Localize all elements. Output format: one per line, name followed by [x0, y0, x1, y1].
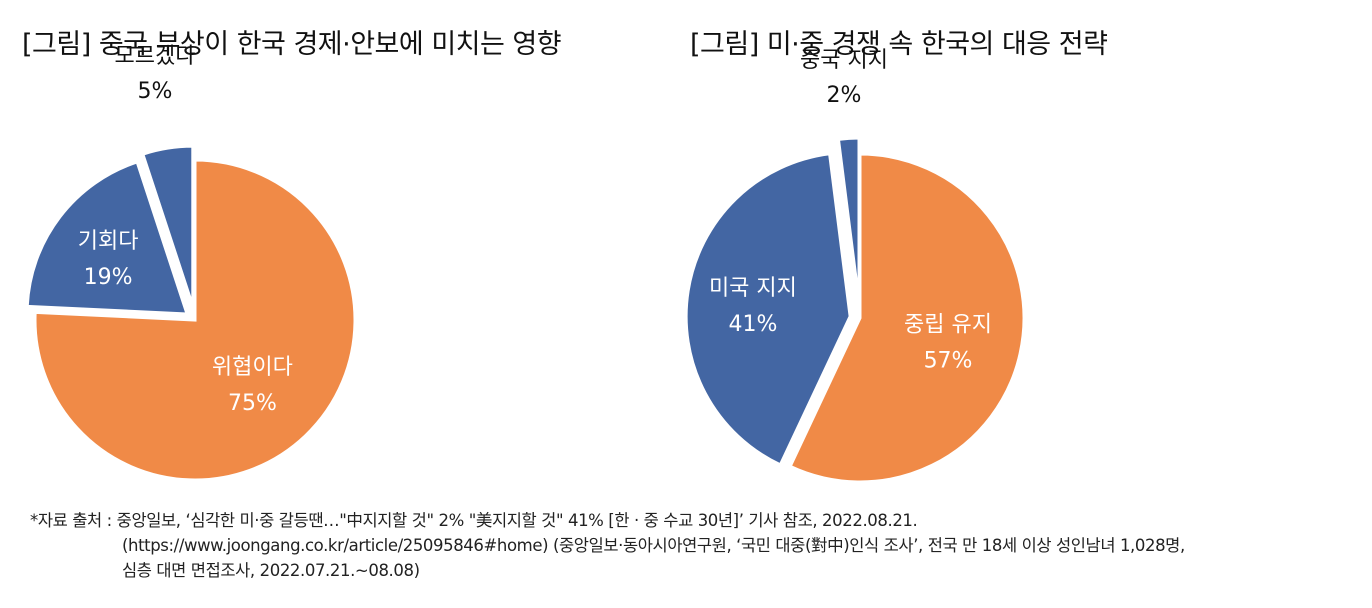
source-note: *자료 출처 : 중앙일보, ‘심각한 미·중 갈등땐…"中지지할 것" 2% … — [30, 508, 1185, 583]
pie1-slice-1-label: 위협이다 — [212, 355, 293, 380]
pie1-slice-2 — [25, 160, 190, 316]
pie1-slice-3-label: 모르겠다 — [115, 44, 196, 69]
pie2-slice-2-label: 미국 지지 — [709, 276, 797, 301]
pie1-slice-1 — [33, 158, 357, 482]
pie2-slice-3-value: 2% — [827, 83, 862, 108]
chart-title-response-strategy: [그림] 미·중 경쟁 속 한국의 대응 전략 — [690, 29, 1108, 60]
source-line-2: (https://www.joongang.co.kr/article/2509… — [122, 536, 1185, 555]
pie2-slice-1 — [788, 152, 1026, 484]
pie1-slice-2-value: 19% — [84, 265, 133, 290]
pie1-slice-3-value: 5% — [138, 79, 173, 104]
pie2-slice-1-value: 57% — [924, 349, 973, 374]
pie2-slice-3 — [836, 136, 861, 303]
pie2-slice-2 — [684, 152, 852, 467]
pie2-slice-1-label: 중립 유지 — [904, 313, 992, 338]
pie2-slice-2-value: 41% — [728, 312, 777, 337]
pie2-slice-3-label: 중국 지지 — [800, 48, 888, 73]
source-line-1: *자료 출처 : 중앙일보, ‘심각한 미·중 갈등땐…"中지지할 것" 2% … — [30, 511, 918, 530]
pie1-slice-2-label: 기회다 — [78, 229, 139, 254]
pie1-slice-1-value: 75% — [228, 391, 277, 416]
pie-charts: 위협이다 75% 기회다 19% 모르겠다 5% 중립 유지 57% 미국 지지 41% 중국 지지… — [25, 44, 1026, 484]
source-line-3: 심층 대면 면접조사, 2022.07.21.~08.08) — [122, 561, 420, 580]
chart-title-china-rise: [그림] 중국 부상이 한국 경제·안보에 미치는 영향 — [22, 29, 562, 60]
pie1-slice-3 — [140, 144, 195, 307]
